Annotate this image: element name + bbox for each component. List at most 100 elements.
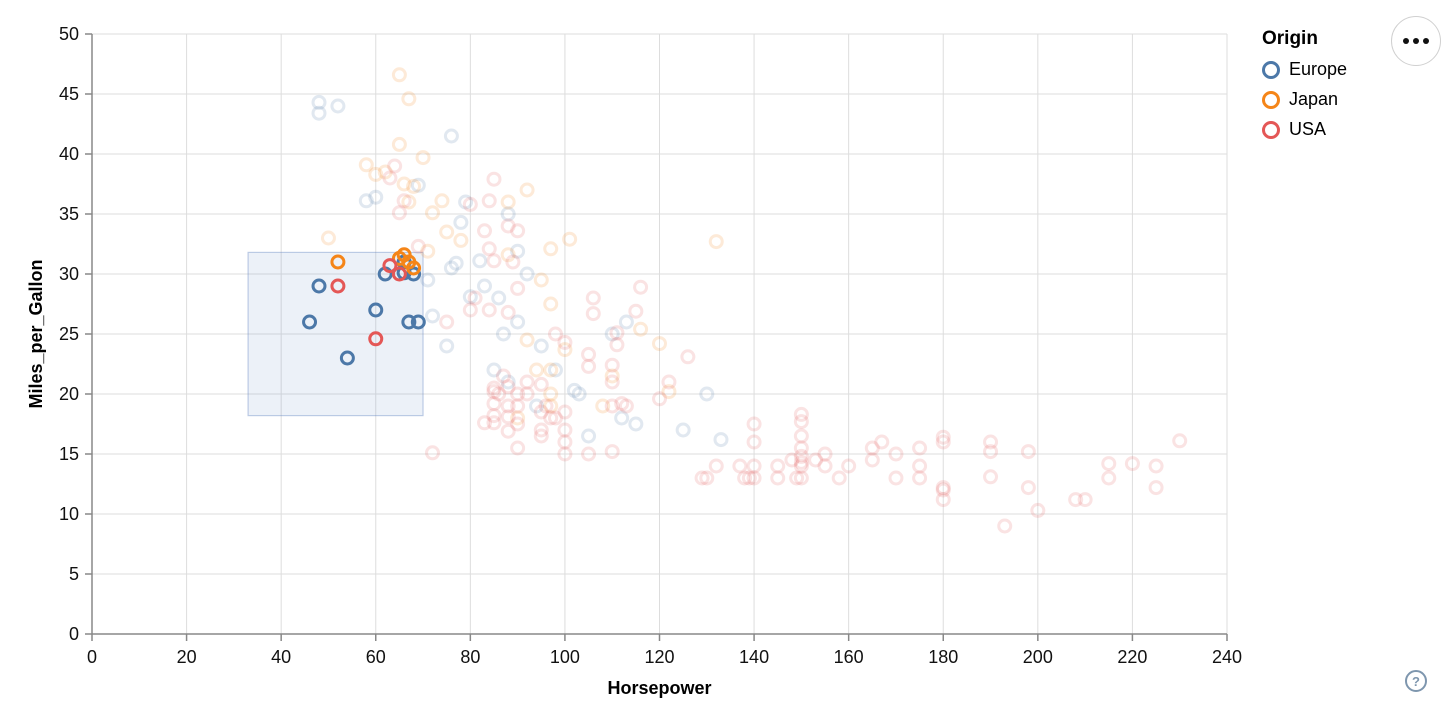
data-point xyxy=(1030,502,1046,518)
data-point xyxy=(491,290,507,306)
data-point xyxy=(746,416,762,432)
data-point xyxy=(557,334,573,350)
data-point xyxy=(439,338,455,354)
data-point xyxy=(661,374,677,390)
data-point xyxy=(396,193,412,209)
data-point xyxy=(732,458,748,474)
data-point xyxy=(382,170,398,186)
data-point xyxy=(935,429,951,445)
data-point xyxy=(410,238,426,254)
data-point xyxy=(652,391,667,407)
data-point xyxy=(1077,492,1093,508)
x-tick-label: 140 xyxy=(739,647,769,667)
data-point xyxy=(396,176,412,192)
data-point xyxy=(604,368,620,384)
y-axis-title: Miles_per_Gallon xyxy=(26,259,46,408)
data-point xyxy=(694,470,710,486)
data-point xyxy=(538,398,554,414)
data-point xyxy=(500,374,516,390)
data-point xyxy=(486,362,502,378)
data-point xyxy=(377,164,393,180)
data-point xyxy=(420,243,436,259)
x-tick-label: 180 xyxy=(928,647,958,667)
data-point xyxy=(401,194,417,210)
legend-label: USA xyxy=(1289,119,1327,139)
data-point xyxy=(505,254,521,270)
data-point xyxy=(443,128,459,144)
data-point xyxy=(533,376,549,392)
options-button[interactable] xyxy=(1391,16,1441,66)
data-point xyxy=(500,218,516,234)
data-point xyxy=(311,94,327,110)
data-point xyxy=(604,374,620,390)
help-button[interactable]: ? xyxy=(1405,670,1427,692)
data-point-selected xyxy=(368,302,384,318)
data-point xyxy=(983,444,999,460)
data-point xyxy=(547,410,563,426)
x-tick-label: 120 xyxy=(644,647,674,667)
japan-ring-icon xyxy=(1262,90,1280,109)
data-point xyxy=(935,480,951,496)
data-point xyxy=(406,178,422,194)
data-point xyxy=(439,224,455,240)
data-point xyxy=(510,440,526,456)
data-point-selected xyxy=(382,258,398,274)
data-point xyxy=(604,357,620,373)
data-point xyxy=(633,279,649,295)
data-point xyxy=(477,278,493,294)
y-tick-label: 35 xyxy=(59,204,79,224)
data-point xyxy=(500,194,516,210)
data-point xyxy=(543,241,559,257)
data-point xyxy=(519,182,535,198)
y-tick-label: 20 xyxy=(59,384,79,404)
data-point xyxy=(789,470,805,486)
data-point xyxy=(1020,480,1036,496)
data-point xyxy=(425,308,440,324)
data-point xyxy=(533,428,549,444)
data-point xyxy=(1148,458,1164,474)
data-point xyxy=(547,326,563,342)
y-tick-label: 5 xyxy=(69,564,79,584)
data-point xyxy=(330,98,346,114)
data-point xyxy=(477,415,493,431)
data-point xyxy=(680,349,696,365)
data-point xyxy=(425,445,440,461)
x-tick-label: 240 xyxy=(1212,647,1242,667)
data-point xyxy=(808,452,824,468)
data-point xyxy=(543,386,559,402)
data-point xyxy=(864,440,880,456)
usa-ring-icon xyxy=(1262,120,1280,139)
data-point xyxy=(793,454,809,470)
data-point xyxy=(486,408,502,424)
legend-item-japan: Japan xyxy=(1262,89,1347,110)
data-point xyxy=(391,136,407,152)
y-tick-label: 10 xyxy=(59,504,79,524)
data-point xyxy=(581,428,597,444)
data-point xyxy=(557,404,573,420)
x-tick-label: 40 xyxy=(271,647,291,667)
data-point xyxy=(557,446,573,462)
data-point xyxy=(633,321,649,337)
data-point xyxy=(874,434,890,450)
data-point xyxy=(486,384,502,400)
data-point xyxy=(368,189,384,205)
data-point xyxy=(547,362,563,378)
data-point xyxy=(500,409,516,425)
data-point xyxy=(571,386,587,402)
data-point xyxy=(864,452,880,468)
data-point-selected xyxy=(302,314,318,330)
data-point xyxy=(486,253,502,269)
data-point xyxy=(581,446,597,462)
x-tick-label: 200 xyxy=(1023,647,1053,667)
data-point xyxy=(481,302,497,318)
y-tick-label: 15 xyxy=(59,444,79,464)
data-point xyxy=(415,150,431,166)
data-point xyxy=(481,241,497,257)
data-point xyxy=(486,396,502,412)
data-point xyxy=(604,444,620,460)
data-point xyxy=(661,384,677,400)
brush-selection[interactable] xyxy=(247,251,424,417)
data-point xyxy=(486,171,502,187)
data-point xyxy=(562,231,578,247)
